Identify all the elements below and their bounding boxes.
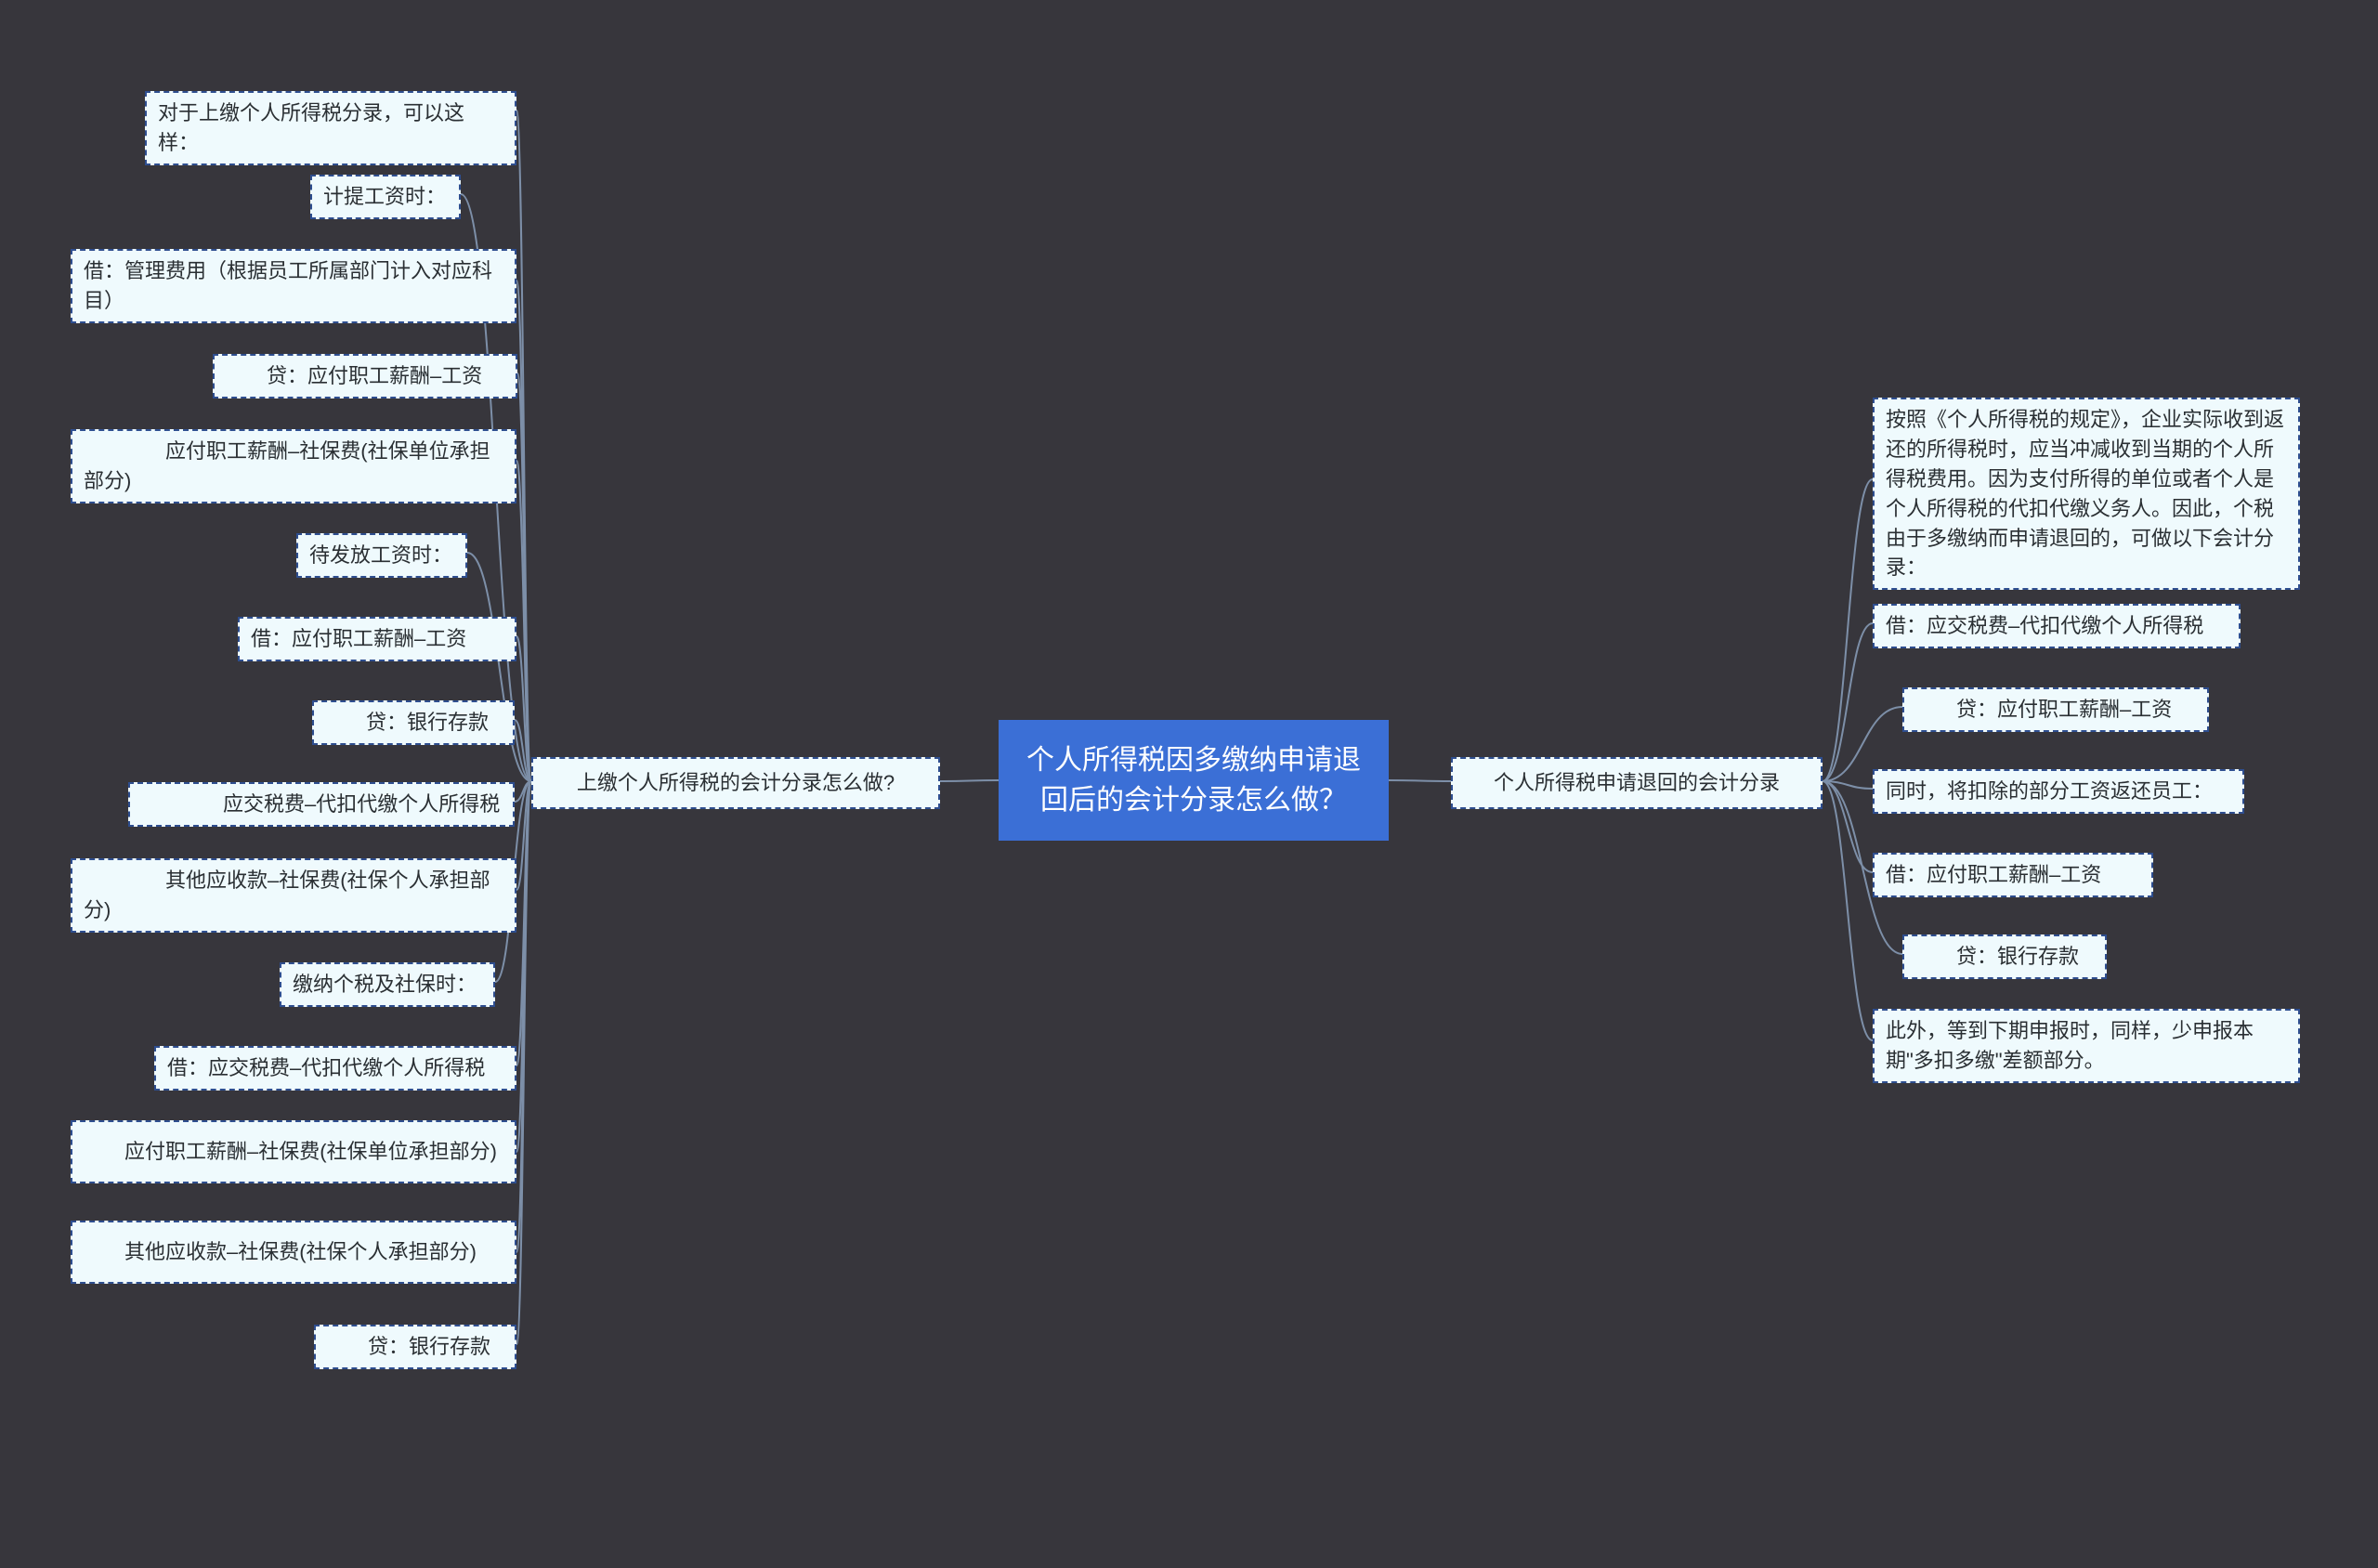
right-leaf-5: 贷：银行存款: [1902, 934, 2107, 979]
right-leaf-1: 借：应交税费–代扣代缴个人所得税: [1873, 604, 2241, 648]
right-leaf-3: 同时，将扣除的部分工资返还员工：: [1873, 769, 2244, 814]
left-leaf-1: 计提工资时：: [310, 175, 461, 219]
root-node: 个人所得税因多缴纳申请退回后的会计分录怎么做？: [999, 720, 1389, 841]
left-leaf-0: 对于上缴个人所得税分录，可以这样：: [145, 91, 516, 165]
left-leaf-12: 应付职工薪酬–社保费(社保单位承担部分): [71, 1120, 516, 1183]
left-leaf-7: 贷：银行存款: [312, 700, 515, 745]
left-leaf-5: 待发放工资时：: [296, 533, 467, 578]
left-leaf-4: 应付职工薪酬–社保费(社保单位承担部分): [71, 429, 516, 503]
right-leaf-0: 按照《个人所得税的规定》，企业实际收到返还的所得税时，应当冲减收到当期的个人所得…: [1873, 398, 2300, 590]
left-leaf-10: 缴纳个税及社保时：: [280, 962, 495, 1007]
left-leaf-9: 其他应收款–社保费(社保个人承担部分): [71, 858, 516, 933]
left-leaf-11: 借：应交税费–代扣代缴个人所得税: [154, 1046, 516, 1091]
left-leaf-8: 应交税费–代扣代缴个人所得税: [128, 782, 515, 827]
right-subtopic: 个人所得税申请退回的会计分录: [1451, 757, 1823, 809]
left-leaf-2: 借：管理费用（根据员工所属部门计入对应科目）: [71, 249, 516, 323]
left-leaf-6: 借：应付职工薪酬–工资: [238, 617, 516, 661]
right-leaf-4: 借：应付职工薪酬–工资: [1873, 853, 2153, 897]
left-leaf-3: 贷：应付职工薪酬–工资: [213, 354, 517, 399]
left-leaf-14: 贷：银行存款: [314, 1325, 516, 1369]
left-leaf-13: 其他应收款–社保费(社保个人承担部分): [71, 1221, 516, 1284]
right-leaf-2: 贷：应付职工薪酬–工资: [1902, 687, 2209, 732]
right-leaf-6: 此外，等到下期申报时，同样，少申报本期"多扣多缴"差额部分。: [1873, 1009, 2300, 1083]
left-subtopic: 上缴个人所得税的会计分录怎么做?: [531, 757, 940, 809]
mindmap-canvas: 个人所得税因多缴纳申请退回后的会计分录怎么做？ 上缴个人所得税的会计分录怎么做? 个…: [0, 0, 2378, 1568]
